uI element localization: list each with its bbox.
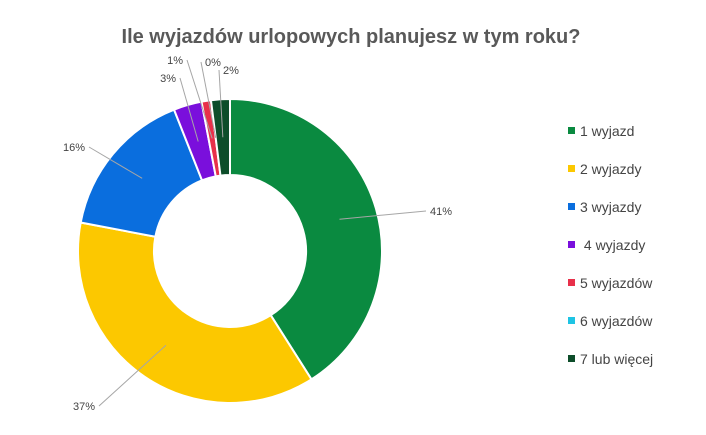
leader-line-4-wyjazdy xyxy=(179,77,199,142)
leader-line-7-lub-wiecej xyxy=(218,69,224,138)
legend-swatch-1-wyjazd xyxy=(568,127,575,134)
leader-line-6-wyjazdow xyxy=(200,61,217,138)
legend-label-1-wyjazd: 1 wyjazd xyxy=(580,123,634,139)
data-label-6-wyjazdow: 0% xyxy=(205,57,221,69)
legend-label-3-wyjazdy: 3 wyjazdy xyxy=(580,199,641,215)
legend-swatch-3-wyjazdy xyxy=(568,203,575,210)
slice-2-wyjazdy xyxy=(77,221,313,404)
leader-line-5-wyjazdow xyxy=(186,59,213,139)
legend-label-7-lub-wiecej: 7 lub więcej xyxy=(580,351,653,367)
leader-line-1-wyjazd xyxy=(339,210,427,220)
data-label-4-wyjazdy: 3% xyxy=(160,73,176,85)
legend-swatch-5-wyjazdow xyxy=(568,279,575,286)
slice-7-lub-wiecej xyxy=(209,97,231,177)
data-label-7-lub-wiecej: 2% xyxy=(223,65,239,77)
legend-label-5-wyjazdow: 5 wyjazdów xyxy=(580,275,653,291)
leader-line-2-wyjazdy xyxy=(98,344,167,407)
leader-line-3-wyjazdy xyxy=(88,146,143,179)
chart-title: Ile wyjazdów urlopowych planujesz w tym … xyxy=(122,26,581,48)
data-label-5-wyjazdow: 1% xyxy=(167,55,183,67)
slice-1-wyjazd xyxy=(229,97,383,381)
slices-group xyxy=(77,97,383,404)
legend-label-6-wyjazdow: 6 wyjazdów xyxy=(580,313,653,329)
data-label-2-wyjazdy: 37% xyxy=(73,401,95,413)
legend-swatch-7-lub-wiecej xyxy=(568,355,575,362)
legend-swatch-2-wyjazdy xyxy=(568,165,575,172)
data-labels-group: 41% 37% 16% 3% 1% 0%2% xyxy=(63,55,452,413)
legend-label-2-wyjazdy: 2 wyjazdy xyxy=(580,161,641,177)
legend-swatch-6-wyjazdow xyxy=(568,317,575,324)
data-label-3-wyjazdy: 16% xyxy=(63,142,85,154)
data-label-1-wyjazd: 41% xyxy=(430,206,452,218)
legend: 1 wyjazd 2 wyjazdy 3 wyjazdy 4 wyjazdy 5 wy… xyxy=(568,123,653,367)
legend-label-4-wyjazdy: 4 wyjazdy xyxy=(580,237,645,253)
legend-swatch-4-wyjazdy xyxy=(568,241,575,248)
